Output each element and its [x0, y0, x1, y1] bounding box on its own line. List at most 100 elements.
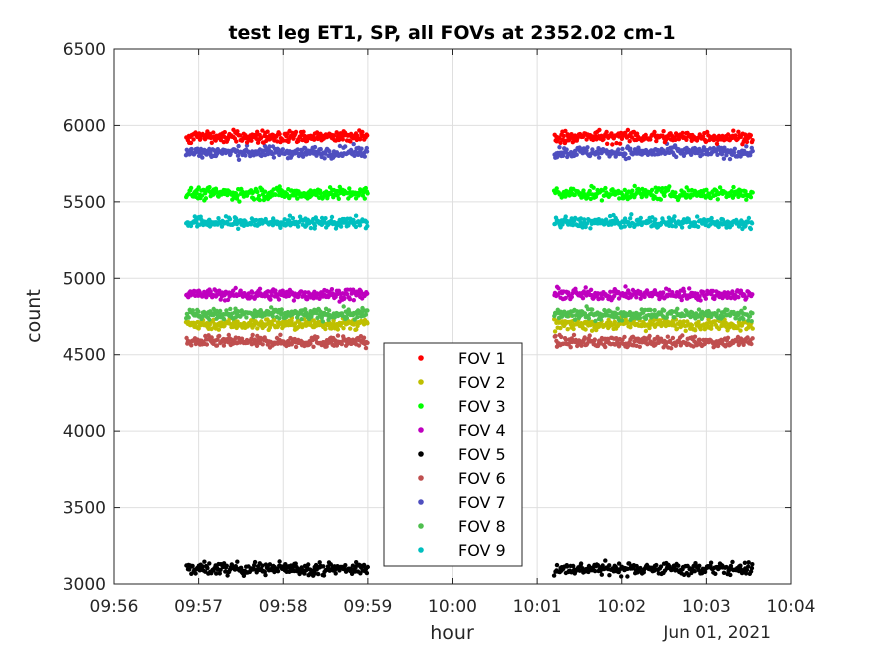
data-point [557, 145, 562, 150]
data-point [722, 145, 727, 150]
data-point [193, 571, 198, 576]
data-point [196, 185, 201, 190]
data-point [194, 220, 199, 225]
data-point [744, 295, 749, 301]
data-point [347, 186, 352, 191]
data-point [716, 308, 721, 313]
data-point [696, 319, 701, 324]
data-point [343, 563, 348, 568]
data-point [250, 332, 255, 338]
y-tick-label: 6000 [63, 116, 106, 136]
data-point [552, 329, 558, 334]
data-point [554, 186, 559, 191]
data-point [255, 326, 260, 331]
data-point [607, 573, 612, 578]
data-point [638, 565, 643, 571]
data-point [364, 220, 369, 225]
series-fov-7 [183, 141, 755, 162]
data-point [341, 304, 346, 309]
data-point [629, 212, 634, 217]
data-point [224, 563, 229, 568]
data-point [300, 154, 306, 159]
data-point [622, 187, 627, 193]
data-point [281, 138, 286, 143]
data-point [623, 151, 628, 157]
x-tick-label: 10:00 [428, 597, 477, 617]
data-point [708, 195, 713, 201]
data-point [611, 293, 617, 299]
data-point [743, 189, 748, 194]
data-point [746, 318, 751, 323]
series-fov-8 [184, 304, 755, 324]
series-fov-1 [184, 127, 755, 147]
data-point [564, 147, 569, 152]
data-point [225, 192, 230, 198]
data-point [669, 346, 674, 351]
data-point [252, 559, 258, 565]
data-point [749, 341, 754, 347]
data-point [190, 563, 195, 569]
data-point [748, 133, 753, 138]
y-tick-label: 4500 [63, 346, 106, 366]
data-point [265, 129, 270, 134]
data-point [661, 290, 666, 295]
data-point [277, 131, 282, 137]
data-point [736, 295, 741, 300]
data-point [598, 317, 604, 322]
data-point [699, 316, 704, 321]
data-point [724, 153, 729, 158]
data-point [652, 308, 657, 313]
data-point [656, 186, 661, 191]
data-point [305, 297, 310, 302]
data-point [620, 146, 625, 152]
data-point [365, 291, 370, 296]
data-point [717, 185, 723, 190]
data-point [218, 308, 223, 314]
data-point [304, 138, 310, 144]
legend-marker [418, 379, 424, 385]
data-point [741, 316, 746, 322]
data-point [603, 558, 608, 563]
data-point [314, 311, 319, 316]
data-point [667, 184, 672, 189]
data-point [317, 560, 322, 565]
data-point [559, 334, 564, 340]
y-tick-label: 3000 [63, 575, 106, 595]
data-point [634, 295, 639, 300]
data-point [675, 306, 680, 311]
data-point [267, 562, 273, 567]
data-point [582, 335, 587, 340]
data-point [275, 341, 280, 346]
data-point [643, 132, 648, 138]
data-point [743, 571, 749, 576]
data-point [293, 129, 299, 135]
legend-label: FOV 6 [458, 469, 506, 488]
x-tick-label: 09:59 [343, 597, 392, 617]
data-point [679, 297, 684, 303]
data-point [638, 215, 643, 221]
data-point [256, 193, 262, 199]
data-point [693, 328, 698, 333]
data-point [335, 333, 341, 338]
data-point [744, 567, 750, 573]
chart-title: test leg ET1, SP, all FOVs at 2352.02 cm… [228, 22, 675, 44]
data-point [295, 196, 300, 201]
data-point [742, 560, 748, 565]
data-point [329, 287, 335, 292]
data-point [666, 287, 672, 293]
data-point [745, 335, 750, 340]
data-point [628, 216, 633, 221]
data-point [244, 143, 250, 148]
data-point [344, 315, 350, 321]
data-point [616, 561, 622, 566]
data-point [558, 325, 563, 331]
legend-marker [418, 451, 424, 457]
data-point [207, 146, 212, 152]
data-point [278, 332, 283, 337]
series-fov-3 [184, 183, 755, 204]
data-point [652, 337, 657, 342]
data-point [363, 185, 368, 191]
data-point [719, 152, 725, 157]
data-point [571, 332, 577, 338]
